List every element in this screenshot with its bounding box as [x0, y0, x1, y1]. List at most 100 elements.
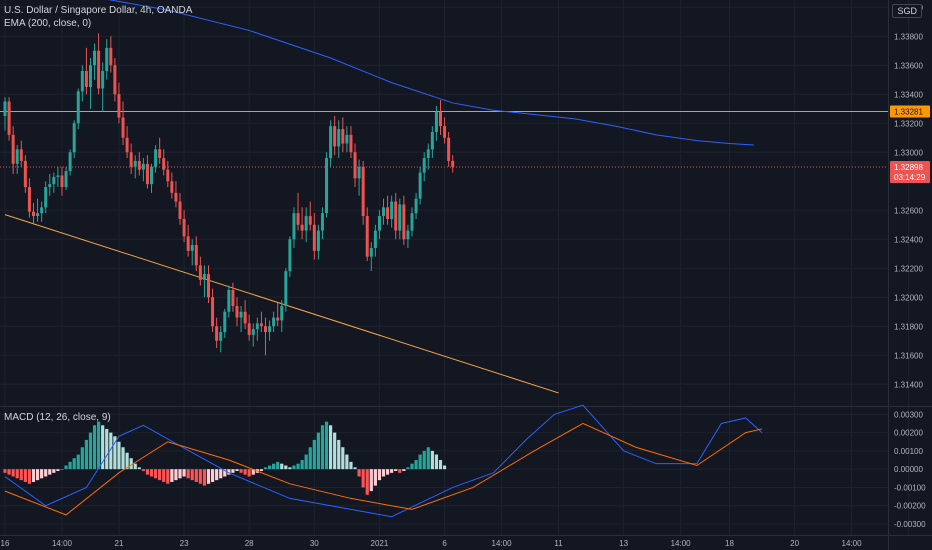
candle	[68, 149, 72, 176]
histogram-bar	[418, 454, 422, 470]
candle	[93, 43, 97, 80]
candle	[150, 163, 154, 193]
histogram-bar	[215, 469, 219, 481]
candle-body	[80, 71, 84, 92]
candle-body	[329, 126, 333, 159]
candle-body	[268, 326, 272, 333]
histogram-bar	[186, 469, 190, 479]
price-tick-label: 1.31800	[894, 322, 923, 331]
histogram-bar	[178, 469, 182, 479]
candle	[418, 166, 422, 205]
symbol-legend[interactable]: U.S. Dollar / Singapore Dollar, 4h, OAND…	[4, 5, 192, 16]
histogram-bar	[316, 432, 320, 470]
candle-body	[251, 329, 255, 335]
candle	[304, 207, 308, 243]
candle-body	[125, 137, 129, 153]
time-tick-label: 11	[554, 539, 563, 548]
candle-body	[137, 160, 141, 170]
time-tick-label: 13	[619, 539, 628, 548]
histogram-bar	[48, 469, 52, 475]
candle-body	[7, 101, 11, 135]
candle-body	[129, 152, 133, 167]
candle	[207, 265, 210, 304]
histogram-bar	[398, 469, 402, 473]
candle	[422, 152, 426, 182]
histogram-bar	[190, 469, 194, 481]
candle-body	[158, 149, 162, 159]
currency-label[interactable]: SGD	[892, 4, 922, 18]
candle	[276, 303, 280, 327]
candle-body	[3, 101, 7, 116]
candle-body	[438, 111, 442, 127]
macd-tick-label: -0.00200	[894, 502, 926, 511]
candle	[109, 36, 113, 73]
candle-body	[292, 213, 296, 240]
candle-body	[23, 160, 27, 188]
candle	[410, 207, 414, 237]
histogram-bar	[223, 469, 227, 477]
candle-body	[296, 213, 300, 225]
candle	[345, 126, 349, 153]
candle-body	[386, 207, 390, 219]
histogram-bar	[44, 469, 48, 477]
histogram-bar	[88, 432, 93, 470]
histogram-bar	[385, 469, 390, 475]
candle	[426, 143, 430, 170]
candle	[40, 201, 44, 222]
histogram-bar	[300, 460, 304, 470]
candle-body	[101, 71, 105, 89]
histogram-bar	[434, 454, 439, 470]
histogram-bar	[345, 454, 349, 470]
candle-body	[52, 176, 56, 185]
candle-body	[312, 224, 316, 251]
histogram-bar	[402, 469, 406, 471]
candle	[162, 149, 166, 176]
histogram-bar	[390, 469, 394, 473]
candle-body	[353, 152, 357, 179]
countdown-label: 03:14:29	[894, 173, 926, 182]
candle-body	[36, 213, 40, 217]
histogram-bar	[40, 469, 44, 479]
macd-line	[4, 404, 763, 518]
histogram-bar	[369, 469, 373, 492]
ema-legend[interactable]: EMA (200, close, 0)	[4, 18, 91, 29]
candle	[300, 207, 304, 240]
histogram-bar	[202, 469, 207, 486]
histogram-bar	[158, 469, 162, 481]
candle	[105, 39, 109, 80]
candle	[137, 152, 141, 176]
candle	[337, 120, 341, 159]
histogram-bar	[324, 421, 329, 470]
candle-body	[239, 311, 243, 318]
candle	[333, 116, 337, 156]
histogram-bar	[267, 465, 272, 470]
histogram-bar	[23, 469, 27, 482]
ema-line	[107, 0, 754, 146]
histogram-bar	[113, 436, 117, 470]
candle-body	[202, 274, 206, 280]
candle-body	[284, 271, 288, 306]
histogram-bar	[84, 439, 88, 470]
histogram-bar	[247, 469, 251, 477]
candle	[182, 210, 186, 243]
macd-histogram	[3, 421, 447, 495]
candle	[129, 143, 133, 174]
candle	[430, 126, 434, 159]
candle-body	[418, 172, 422, 199]
candle	[31, 203, 35, 225]
candle-body	[211, 297, 215, 327]
candle-body	[243, 311, 247, 324]
macd-legend[interactable]: MACD (12, 26, close, 9)	[4, 412, 111, 423]
histogram-bar	[341, 447, 345, 470]
candle-body	[178, 201, 182, 219]
macd-tick-label: 0.00100	[894, 447, 923, 456]
histogram-bar	[198, 469, 202, 484]
horizontal-level-tag	[890, 105, 930, 118]
candle-body	[443, 126, 447, 138]
histogram-bar	[19, 469, 23, 481]
candle	[113, 58, 117, 102]
candle	[398, 198, 402, 240]
histogram-bar	[11, 469, 15, 477]
